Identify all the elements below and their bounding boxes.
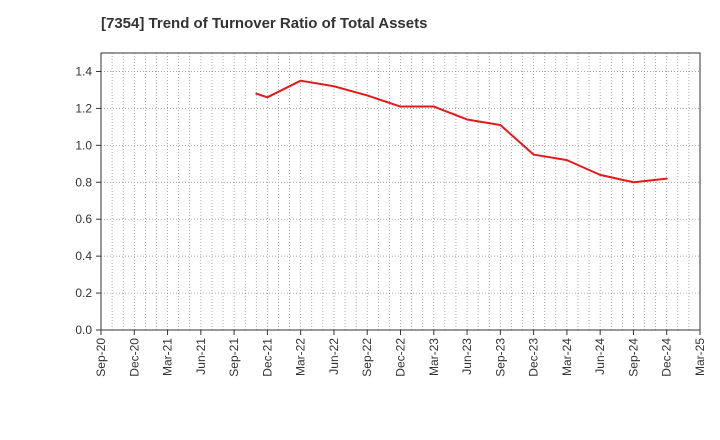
x-tick-label: Mar-21: [161, 338, 175, 376]
y-tick-label: 1.2: [75, 101, 92, 115]
x-tick-label: Jun-23: [460, 338, 474, 375]
x-tick-label: Jun-24: [593, 338, 607, 375]
x-tick-label: Dec-21: [260, 338, 274, 377]
x-tick-label: Dec-23: [527, 338, 541, 377]
y-tick-label: 1.0: [75, 138, 92, 152]
x-tick-label: Dec-22: [394, 338, 408, 377]
y-tick-label: 0.4: [75, 249, 92, 263]
grid-layer: [100, 53, 701, 331]
series-line: [255, 79, 668, 184]
x-tick-label: Dec-24: [660, 338, 674, 377]
x-tick-label: Mar-25: [693, 338, 707, 376]
x-tick-label: Dec-20: [127, 338, 141, 377]
y-tick-label: 0.6: [75, 212, 92, 226]
y-tick-label: 0.0: [75, 323, 92, 337]
x-tick-label: Mar-22: [294, 338, 308, 376]
x-tick-label: Jun-21: [194, 338, 208, 375]
x-tick-label: Mar-23: [427, 338, 441, 376]
ticks-layer: 0.0 0.2 0.4 0.6 0.8 1.0 1.2 1.4 Sep-20 Dec-20 Mar-…: [75, 64, 707, 376]
x-tick-label: Sep-22: [360, 338, 374, 377]
x-tick-label: Sep-21: [227, 338, 241, 377]
y-tick-label: 1.4: [75, 64, 92, 78]
y-tick-label: 0.8: [75, 175, 92, 189]
x-tick-label: Sep-20: [94, 338, 108, 377]
x-tick-label: Jun-22: [327, 338, 341, 375]
chart-title: [7354] Trend of Turnover Ratio of Total …: [101, 15, 428, 32]
x-tick-label: Sep-24: [626, 338, 640, 377]
x-tick-label: Sep-23: [493, 338, 507, 377]
x-tick-label: Mar-24: [560, 338, 574, 376]
series-layer: [255, 79, 668, 184]
y-tick-label: 0.2: [75, 286, 92, 300]
